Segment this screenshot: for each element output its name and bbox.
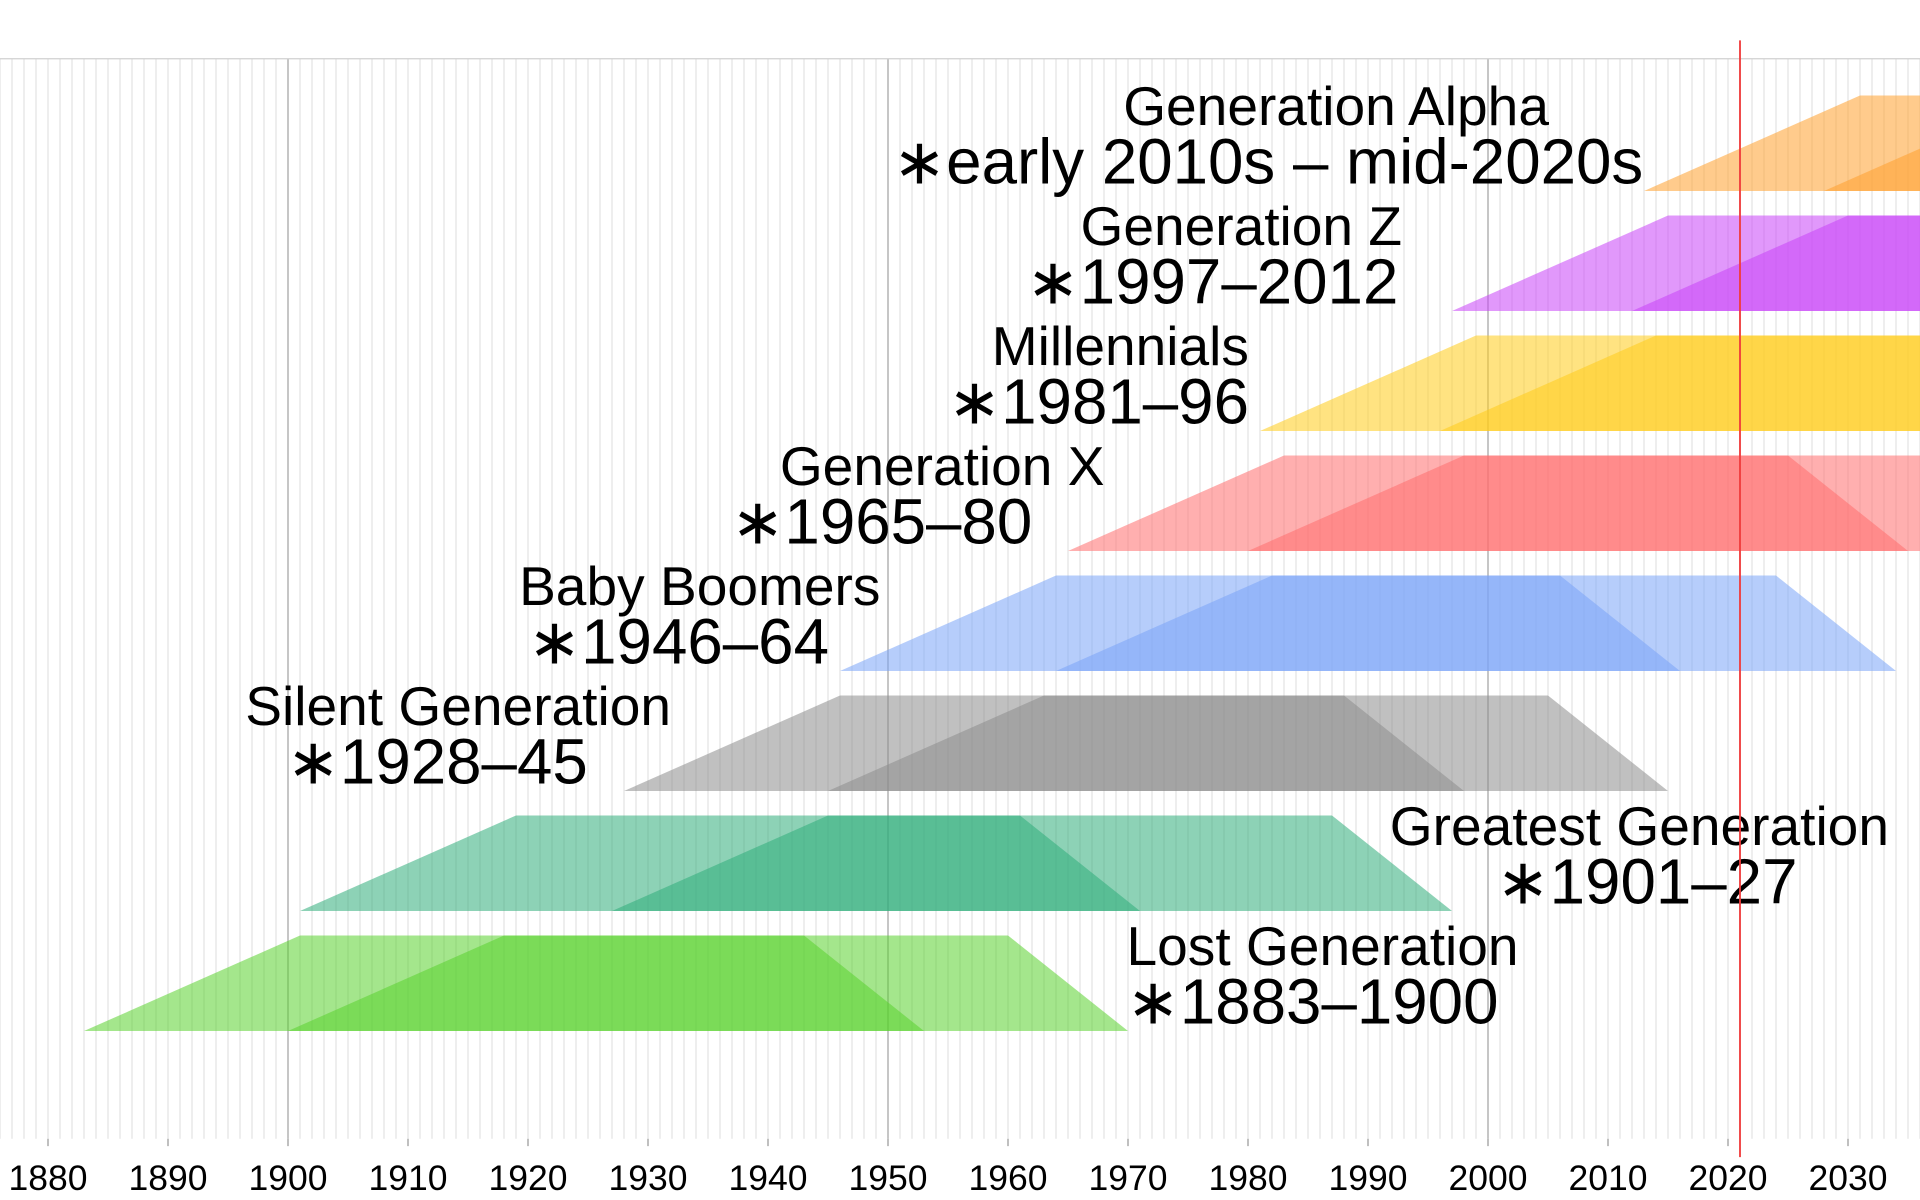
generation-band (828, 695, 1668, 792)
x-tick-label: 1880 (9, 1158, 88, 1198)
generation-band (288, 935, 1128, 1032)
x-tick-label: 1980 (1209, 1158, 1288, 1198)
generation-dates: ∗1997–2012 (1026, 247, 1398, 318)
generation-dates: ∗1883–1900 (1127, 967, 1499, 1038)
generation-name: Generation Alpha (1123, 75, 1549, 137)
generation-name: Generation X (780, 435, 1105, 497)
x-tick-label: 2010 (1569, 1158, 1648, 1198)
x-tick-label: 1910 (369, 1158, 448, 1198)
generation-dates: ∗1965–80 (731, 487, 1032, 558)
generation-row (1452, 215, 1920, 312)
x-tick-label: 1930 (609, 1158, 688, 1198)
generation-band (1643, 95, 1920, 192)
generation-row (624, 695, 1668, 792)
x-tick-label: 1960 (969, 1158, 1048, 1198)
generation-row (1068, 455, 1920, 552)
generation-row (1643, 95, 1920, 192)
x-tick-label: 1900 (249, 1158, 328, 1198)
x-tick-label: 1920 (489, 1158, 568, 1198)
generation-name: Baby Boomers (519, 555, 880, 617)
x-tick-label: 1940 (729, 1158, 808, 1198)
generation-band (1248, 455, 1920, 552)
generation-name: Greatest Generation (1390, 795, 1889, 857)
x-tick-label: 1890 (129, 1158, 208, 1198)
generation-row (84, 935, 1128, 1032)
generation-dates: ∗1928–45 (287, 727, 588, 798)
generation-band (1056, 575, 1896, 672)
generation-row (300, 815, 1452, 912)
generation-name: Silent Generation (245, 675, 671, 737)
generation-dates: ∗early 2010s – mid-2020s (893, 127, 1643, 198)
generation-band (1440, 335, 1920, 432)
generation-band (1632, 215, 1920, 312)
generation-dates: ∗1946–64 (528, 607, 829, 678)
generation-name: Generation Z (1080, 195, 1402, 257)
x-tick-label: 2030 (1809, 1158, 1888, 1198)
generation-row (1260, 335, 1920, 432)
x-tick-label: 1970 (1089, 1158, 1168, 1198)
x-tick-label: 2020 (1689, 1158, 1768, 1198)
generation-dates: ∗1901–27 (1496, 847, 1797, 918)
generation-name: Lost Generation (1127, 915, 1519, 977)
generation-dates: ∗1981–96 (948, 367, 1249, 438)
generation-row (840, 575, 1896, 672)
generation-name: Millennials (992, 315, 1249, 377)
x-tick-label: 2000 (1449, 1158, 1528, 1198)
x-tick-label: 1990 (1329, 1158, 1408, 1198)
x-tick-label: 1950 (849, 1158, 928, 1198)
generation-band (612, 815, 1452, 912)
generation-band (1823, 148, 1920, 192)
